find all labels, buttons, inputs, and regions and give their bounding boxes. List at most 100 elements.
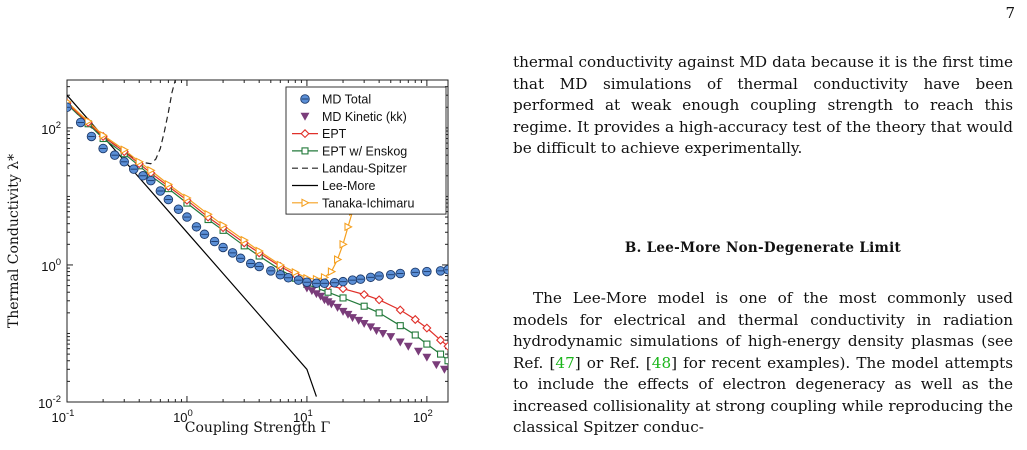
series-md-total-point — [422, 266, 432, 277]
series-md-total-point — [218, 242, 228, 253]
series-md-total-point — [443, 265, 448, 275]
series-md-total-point — [365, 272, 376, 283]
series-md-total-point — [173, 204, 184, 214]
series-tanaka-ichimaru-point — [327, 267, 337, 277]
series-md-total-point — [67, 102, 72, 113]
series-md-total-point — [347, 275, 358, 285]
series-md-total-point — [275, 269, 286, 280]
series-tanaka-ichimaru-point — [339, 239, 348, 249]
series-tanaka-ichimaru-point — [291, 267, 301, 277]
series-md-kinetic-point — [386, 333, 396, 342]
legend-marker — [301, 147, 309, 155]
series-tanaka-ichimaru-point — [255, 246, 264, 256]
paragraph-2-text-b: ] or Ref. [ — [574, 353, 652, 372]
series-tanaka-ichimaru-point — [147, 165, 156, 175]
series-ept-enskog-point — [436, 350, 445, 358]
legend-label: Lee-More — [322, 179, 376, 193]
y-axis-label: Thermal Conductivity λ* — [6, 154, 22, 328]
legend-label: Landau-Spitzer — [322, 162, 407, 176]
x-tick-label: 10-1 — [52, 408, 75, 425]
legend-label: Tanaka-Ichimaru — [322, 196, 414, 210]
series-md-total-point — [109, 150, 120, 160]
series-md-total-point — [75, 117, 86, 128]
series-md-total-point — [283, 273, 294, 283]
legend-marker — [300, 112, 310, 121]
x-axis-label: Coupling Strength Γ — [185, 420, 331, 436]
series-md-total-point — [311, 278, 322, 289]
series-md-total-point — [319, 278, 330, 289]
legend-label: MD Total — [322, 93, 371, 107]
series-md-kinetic-point — [372, 327, 381, 336]
legend-marker — [301, 198, 310, 208]
series-md-total-point — [245, 258, 256, 269]
section-heading: B. Lee-More Non-Degenerate Limit — [624, 240, 902, 256]
series-ept-point — [410, 314, 420, 325]
series-tanaka-ichimaru-point — [135, 157, 144, 167]
series-tanaka-ichimaru-point — [120, 145, 130, 155]
series-md-kinetic-point — [422, 353, 432, 362]
figure-thermal-conductivity: 10-1 100 101 102 10-2 100 102 Coupling Strength… — [0, 60, 470, 450]
series-md-total-point — [338, 276, 348, 287]
x-tick-label: 100 — [173, 408, 193, 425]
series-md-total-point — [266, 266, 276, 276]
series-ept-enskog-point — [339, 294, 347, 302]
series-ept-enskog-point — [375, 309, 383, 317]
page-number: 7 — [1005, 4, 1015, 22]
series-md-total-point — [374, 271, 384, 281]
series-md-total-point — [98, 143, 108, 154]
legend-marker — [300, 129, 310, 139]
series-md-total-point — [435, 266, 446, 276]
legend-marker — [300, 94, 310, 104]
legend-label: EPT w/ Enskog — [322, 144, 407, 158]
series-ept-enskog-point — [396, 322, 404, 330]
series-md-kinetic-point — [348, 314, 357, 323]
series-md-total-point — [209, 236, 220, 247]
thermal-conductivity-plot: 10-1 100 101 102 10-2 100 102 Coupling Strength… — [6, 79, 449, 436]
series-tanaka-ichimaru-point — [219, 220, 228, 230]
series-landau-spitzer-line — [67, 80, 176, 165]
series-md-total-point — [163, 194, 174, 205]
series-md-total-point — [293, 275, 304, 285]
plot-frame — [66, 79, 449, 403]
series-tanaka-ichimaru-point — [276, 260, 286, 270]
series-md-kinetic-point — [403, 342, 413, 351]
series-tanaka-ichimaru-point — [344, 222, 353, 232]
series-md-total-point — [182, 212, 192, 222]
paragraph-2-text-a: The Lee-More model is one of the most co… — [513, 289, 1013, 372]
series-md-total-point — [329, 277, 340, 288]
paragraph-lee-more: The Lee-More model is one of the most co… — [513, 288, 1013, 439]
paragraph-2-text-c: ] for recent examples). The model attemp… — [513, 353, 1013, 437]
series-ept-enskog-point — [444, 357, 448, 365]
series-tanaka-ichimaru-point — [99, 130, 108, 140]
citation-link-48[interactable]: 48 — [651, 353, 672, 372]
citation-link-47[interactable]: 47 — [555, 353, 575, 372]
series-ept-point — [359, 289, 369, 300]
series-md-kinetic-point — [395, 338, 405, 347]
series-md-total-point — [410, 267, 421, 278]
series-md-total-point — [254, 261, 264, 272]
series-tanaka-ichimaru-point — [204, 209, 213, 219]
series-ept-point — [338, 284, 348, 294]
series-md-kinetic-point — [359, 319, 369, 328]
series-md-total-point — [86, 131, 97, 142]
legend-label: EPT — [322, 127, 347, 141]
y-tick-label: 10-2 — [38, 394, 61, 411]
series-md-kinetic-point — [333, 303, 342, 312]
series-md-total-point — [227, 248, 238, 258]
series-tanaka-ichimaru-point — [164, 179, 174, 189]
x-tick-label: 101 — [293, 408, 313, 425]
series-md-total-point — [395, 268, 406, 279]
legend-label: MD Kinetic (kk) — [322, 110, 407, 124]
series-md-total-point — [386, 269, 396, 280]
y-tick-label: 100 — [41, 257, 61, 274]
series-md-total-point — [355, 274, 366, 284]
series-md-total-point — [146, 175, 156, 186]
series-md-kinetic-point — [439, 365, 448, 374]
series-ept-point — [435, 335, 446, 345]
series-md-total-point — [138, 171, 148, 181]
series-ept-enskog-point — [360, 302, 368, 310]
series-md-total-point — [199, 229, 210, 240]
series-md-kinetic-point — [431, 361, 441, 370]
series-ept-point — [374, 295, 384, 305]
series-md-total-point — [119, 157, 129, 167]
